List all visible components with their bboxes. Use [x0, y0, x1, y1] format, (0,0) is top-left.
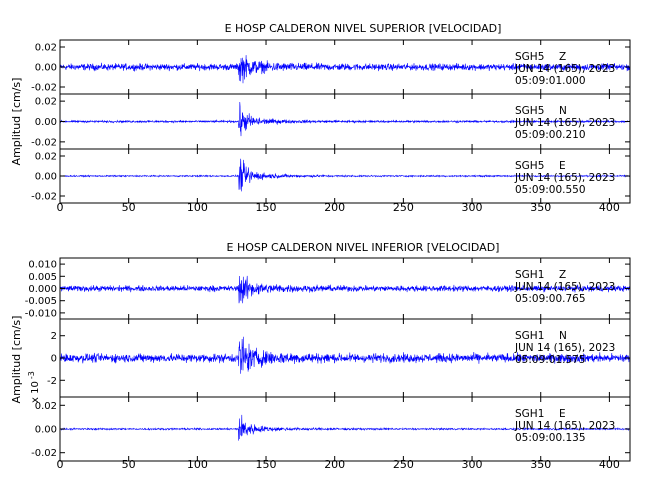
y-tick-label: 0.010: [28, 260, 57, 271]
x-tick-label: 200: [324, 458, 345, 471]
x-tick-label: 100: [187, 458, 208, 471]
seismogram-block-2: E HOSP CALDERON NIVEL INFERIOR [VELOCIDA…: [10, 241, 631, 471]
x-tick-label: 350: [530, 201, 551, 214]
waveform-trace: [59, 275, 631, 304]
y-tick-label: -0.010: [25, 308, 57, 319]
seismogram-block-1: E HOSP CALDERON NIVEL SUPERIOR [VELOCIDA…: [10, 22, 631, 214]
y-tick-label: 0.02: [35, 401, 57, 412]
event-time: 05:09:00.550: [515, 184, 586, 196]
x-tick-label: 0: [57, 458, 64, 471]
station-code: SGH5: [515, 160, 544, 172]
x-tick-label: 300: [462, 458, 483, 471]
waveform-trace: [59, 158, 631, 192]
event-date: JUN 14 (165), 2023: [514, 342, 615, 354]
x-tick-label: 350: [530, 458, 551, 471]
y-tick-label: 0.00: [35, 425, 57, 436]
y-tick-label: 0.00: [35, 117, 57, 128]
event-date: JUN 14 (165), 2023: [514, 420, 615, 432]
x-tick-label: 50: [122, 458, 136, 471]
event-date: JUN 14 (165), 2023: [514, 63, 615, 75]
waveform-trace: [59, 414, 631, 441]
event-date: JUN 14 (165), 2023: [514, 281, 615, 293]
multiplier-exponent: -3: [27, 371, 36, 379]
event-date: JUN 14 (165), 2023: [514, 117, 615, 129]
y-tick-label: -0.02: [31, 137, 57, 148]
station-code: SGH1: [515, 269, 544, 281]
component-code: N: [559, 105, 567, 117]
event-time: 05:09:01.000: [515, 75, 586, 87]
y-tick-label: 0: [51, 354, 57, 365]
y-multiplier: x 10 -3: [27, 371, 41, 403]
station-code: SGH1: [515, 330, 544, 342]
y-tick-label: -0.02: [31, 83, 57, 94]
x-tick-label: 200: [324, 201, 345, 214]
waveform-trace: [59, 55, 631, 84]
waveform-trace: [59, 101, 631, 137]
waveform-trace: [59, 336, 631, 374]
x-tick-label: 50: [122, 201, 136, 214]
station-code: SGH1: [515, 408, 544, 420]
y-tick-label: 0.000: [28, 284, 57, 295]
y-tick-label: 0.02: [35, 97, 57, 108]
y-tick-label: -0.02: [31, 192, 57, 203]
x-tick-label: 400: [599, 458, 620, 471]
y-tick-label: 2: [51, 331, 57, 342]
x-tick-label: 300: [462, 201, 483, 214]
event-date: JUN 14 (165), 2023: [514, 172, 615, 184]
chart-title: E HOSP CALDERON NIVEL INFERIOR [VELOCIDA…: [227, 241, 500, 254]
y-tick-label: 0.02: [35, 152, 57, 163]
x-tick-label: 150: [256, 458, 277, 471]
x-tick-label: 0: [57, 201, 64, 214]
y-tick-label: -2: [47, 376, 57, 387]
y-tick-label: 0.005: [28, 272, 57, 283]
x-tick-label: 250: [393, 458, 414, 471]
station-code: SGH5: [515, 51, 544, 63]
y-axis-label: Amplitud [cm/s]: [10, 78, 23, 166]
chart-title: E HOSP CALDERON NIVEL SUPERIOR [VELOCIDA…: [225, 22, 502, 35]
component-code: E: [559, 160, 566, 172]
x-tick-label: 100: [187, 201, 208, 214]
event-time: 05:09:01.575: [515, 354, 586, 366]
y-axis-label: Amplitud [cm/s]: [10, 316, 23, 404]
y-tick-label: -0.02: [31, 448, 57, 459]
station-code: SGH5: [515, 105, 544, 117]
x-tick-label: 250: [393, 201, 414, 214]
component-code: N: [559, 330, 567, 342]
component-code: Z: [559, 269, 566, 281]
component-code: E: [559, 408, 566, 420]
event-time: 05:09:00.135: [515, 432, 586, 444]
x-tick-label: 150: [256, 201, 277, 214]
y-tick-label: 0.02: [35, 43, 57, 54]
y-tick-label: 0.00: [35, 172, 57, 183]
x-tick-label: 400: [599, 201, 620, 214]
event-time: 05:09:00.210: [515, 129, 586, 141]
event-time: 05:09:00.765: [515, 293, 586, 305]
component-code: Z: [559, 51, 566, 63]
multiplier-base: x 10: [30, 381, 41, 403]
y-tick-label: -0.005: [25, 296, 57, 307]
y-tick-label: 0.00: [35, 63, 57, 74]
